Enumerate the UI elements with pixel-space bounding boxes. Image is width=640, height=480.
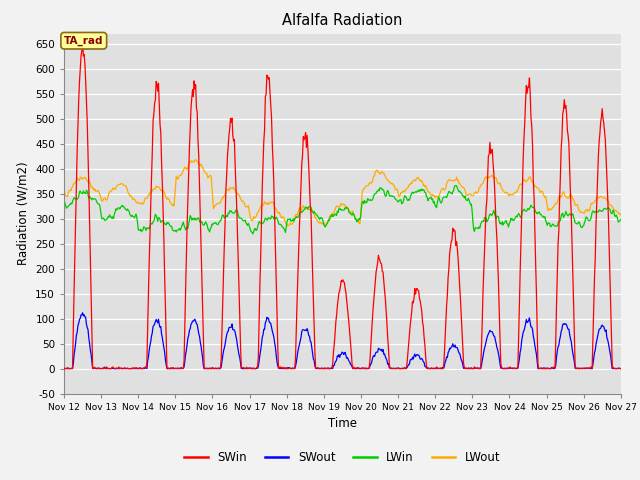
Text: TA_rad: TA_rad (64, 36, 104, 46)
Title: Alfalfa Radiation: Alfalfa Radiation (282, 13, 403, 28)
Legend: SWin, SWout, LWin, LWout: SWin, SWout, LWin, LWout (180, 446, 505, 469)
Y-axis label: Radiation (W/m2): Radiation (W/m2) (17, 162, 29, 265)
X-axis label: Time: Time (328, 417, 357, 430)
